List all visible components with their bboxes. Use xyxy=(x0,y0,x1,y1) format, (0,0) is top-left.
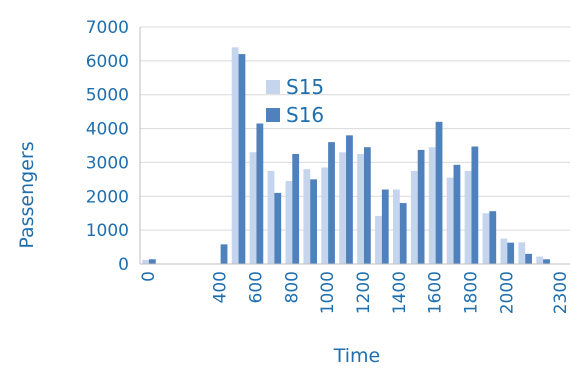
bar-s16 xyxy=(274,192,282,264)
legend-swatch-s15 xyxy=(266,80,280,94)
bar-s15 xyxy=(339,152,347,264)
x-tick-label: 0 xyxy=(139,271,159,282)
bar-s16 xyxy=(417,149,425,264)
bar-s16 xyxy=(346,135,353,264)
bar-s16 xyxy=(471,146,479,264)
y-axis-title: Passengers xyxy=(16,141,38,248)
legend-label-s15: S15 xyxy=(286,75,324,99)
bar-s16 xyxy=(543,259,550,264)
y-tick-label: 7000 xyxy=(86,18,129,38)
x-tick-label: 800 xyxy=(282,271,302,303)
x-tick-label: 2000 xyxy=(497,271,517,314)
x-tick-label: 1800 xyxy=(461,271,481,314)
x-axis-title: Time xyxy=(333,345,381,367)
bar-s16 xyxy=(238,54,246,265)
y-tick-label: 2000 xyxy=(86,187,129,207)
x-tick-label: 1600 xyxy=(426,271,446,314)
bar-s16 xyxy=(363,147,371,264)
bar-s15 xyxy=(267,170,275,264)
bar-s15 xyxy=(303,169,311,264)
bar-s15 xyxy=(464,170,472,264)
x-tick-labels: 0 400 600 800 1000 1200 1400 1600 1800 2000 2300 xyxy=(139,271,571,314)
bar-s16 xyxy=(310,179,318,264)
bar-s15 xyxy=(536,256,544,264)
bar-s16 xyxy=(489,211,497,264)
bar-s15 xyxy=(518,242,526,264)
legend-label-s16: S16 xyxy=(286,103,324,127)
y-tick-labels: 0 1000 2000 3000 4000 5000 6000 7000 xyxy=(86,18,129,275)
y-tick-label: 5000 xyxy=(86,86,129,106)
x-tick-label: 1200 xyxy=(354,271,374,314)
gridlines xyxy=(140,26,570,265)
x-tick-label: 400 xyxy=(211,271,231,303)
x-tick-label: 1000 xyxy=(318,271,338,314)
bar-s15 xyxy=(285,181,293,264)
y-tick-label: 1000 xyxy=(86,221,129,241)
bar-s15 xyxy=(231,47,239,264)
bar-s16 xyxy=(292,153,300,264)
bar-s16 xyxy=(256,123,264,264)
x-tick-label: 2300 xyxy=(551,271,571,314)
y-tick-label: 0 xyxy=(118,255,129,275)
bar-s15 xyxy=(482,213,490,264)
bar-s16 xyxy=(381,189,389,264)
y-tick-label: 3000 xyxy=(86,153,129,173)
bar-s16 xyxy=(220,244,228,264)
axes xyxy=(139,27,570,265)
bar-s15 xyxy=(375,215,382,264)
y-tick-label: 6000 xyxy=(86,52,129,72)
bar-s15 xyxy=(500,238,508,264)
bars xyxy=(142,47,550,265)
bar-s15 xyxy=(446,177,454,264)
bar-s16 xyxy=(507,242,515,264)
bar-s15 xyxy=(428,147,436,264)
bar-s16 xyxy=(148,259,156,264)
legend-swatch-s16 xyxy=(266,108,280,122)
bar-s16 xyxy=(399,203,407,264)
bar-s15 xyxy=(410,170,418,264)
bar-s15 xyxy=(357,153,364,264)
bar-s15 xyxy=(321,167,329,264)
bar-s16 xyxy=(328,142,335,264)
bar-s16 xyxy=(525,253,533,264)
x-tick-label: 1400 xyxy=(390,271,410,314)
bar-s15 xyxy=(249,152,257,264)
y-tick-label: 4000 xyxy=(86,120,129,140)
bar-s16 xyxy=(453,164,461,264)
bar-s16 xyxy=(435,121,443,264)
bar-s15 xyxy=(142,259,149,264)
x-tick-label: 600 xyxy=(246,271,266,303)
bar-s15 xyxy=(392,189,400,264)
